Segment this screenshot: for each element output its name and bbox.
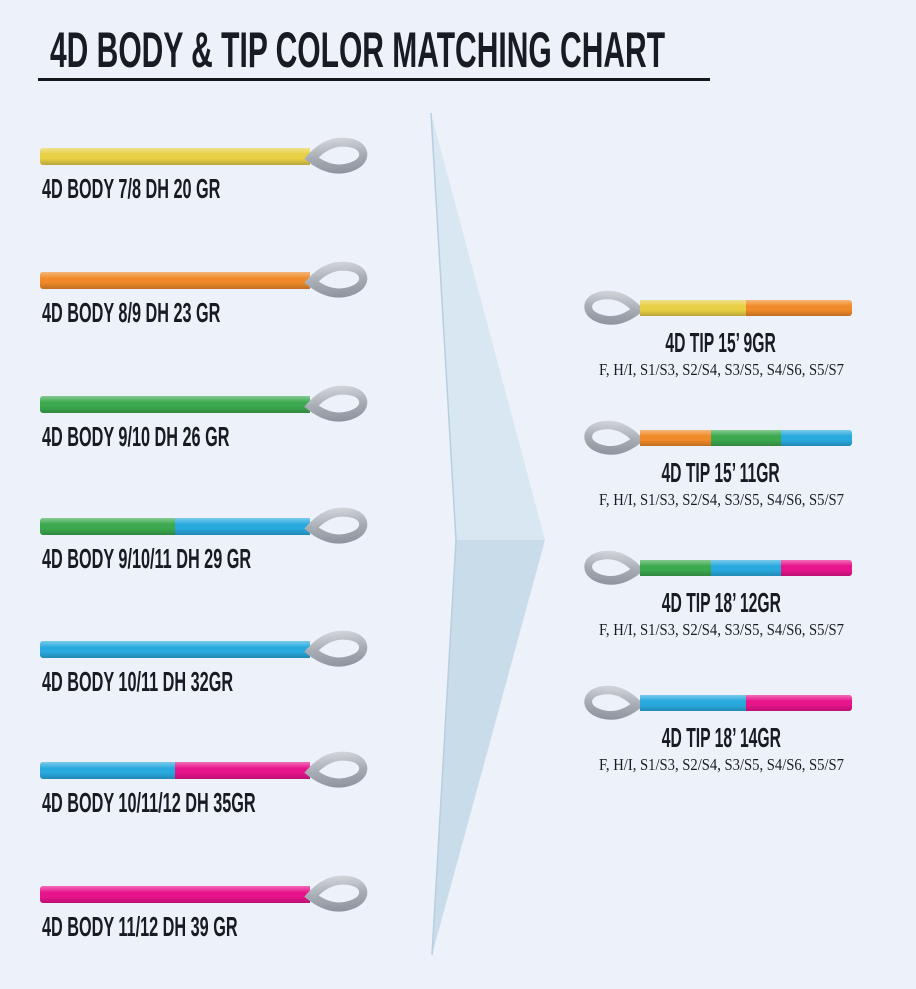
welded-loop-icon	[583, 684, 646, 723]
welded-loop-icon	[302, 135, 369, 177]
orange-line-segment	[746, 300, 852, 316]
body-line-label: 4D BODY 10/11 DH 32GR	[42, 666, 234, 697]
line-bar	[640, 300, 852, 316]
page-title-text: 4D BODY & TIP COLOR MATCHING CHART	[50, 22, 666, 78]
body-line-label: 4D BODY 7/8 DH 20 GR	[42, 173, 221, 204]
tip-density-options: F, H/I, S1/S3, S2/S4, S3/S5, S4/S6, S5/S…	[598, 620, 844, 639]
orange-line-segment	[640, 430, 711, 446]
blue-line-segment	[175, 518, 310, 535]
blue-line-segment	[40, 641, 310, 658]
body-line-label: 4D BODY 9/10/11 DH 29 GR	[42, 543, 252, 574]
tip-density-options: F, H/I, S1/S3, S2/S4, S3/S5, S4/S6, S5/S…	[598, 360, 844, 379]
pink-line-segment	[175, 762, 310, 779]
body-line-row: 4D BODY 11/12 DH 39 GR	[40, 873, 460, 946]
pink-line-segment	[40, 886, 310, 903]
tip-line-row: 4D TIP 18’ 14GR F, H/I, S1/S3, S2/S4, S3…	[583, 684, 859, 795]
tip-density-options: F, H/I, S1/S3, S2/S4, S3/S5, S4/S6, S5/S…	[598, 755, 844, 774]
welded-loop-icon	[583, 549, 646, 588]
title-underline	[38, 78, 710, 81]
yellow-line-segment	[40, 148, 310, 165]
blue-line-segment	[710, 560, 782, 576]
line-bar	[40, 148, 310, 165]
green-line-segment	[640, 560, 711, 576]
tip-line-label: 4D TIP 18’ 12GR	[661, 587, 781, 618]
line-bar	[640, 560, 852, 576]
body-line-label: 4D BODY 9/10 DH 26 GR	[42, 421, 230, 452]
line-bar	[40, 886, 310, 903]
line-bar	[640, 695, 852, 711]
tip-line-label: 4D TIP 18’ 14GR	[661, 722, 781, 753]
tip-line-row: 4D TIP 18’ 12GR F, H/I, S1/S3, S2/S4, S3…	[583, 549, 859, 660]
blue-line-segment	[781, 430, 852, 446]
yellow-line-segment	[640, 300, 746, 316]
welded-loop-icon	[302, 383, 369, 425]
tip-line-row: 4D TIP 15’ 11GR F, H/I, S1/S3, S2/S4, S3…	[583, 419, 859, 530]
welded-loop-icon	[583, 289, 646, 328]
welded-loop-icon	[302, 259, 369, 301]
orange-line-segment	[40, 272, 310, 289]
green-line-segment	[710, 430, 782, 446]
body-line-row: 4D BODY 9/10 DH 26 GR	[40, 383, 460, 456]
page-title: 4D BODY & TIP COLOR MATCHING CHART	[50, 24, 916, 76]
line-bar	[40, 762, 310, 779]
body-line-row: 4D BODY 10/11 DH 32GR	[40, 628, 460, 701]
welded-loop-icon	[302, 873, 369, 915]
tip-line-label: 4D TIP 15’ 11GR	[661, 457, 781, 488]
blue-line-segment	[640, 695, 746, 711]
blue-line-segment	[40, 762, 175, 779]
line-bar	[640, 430, 852, 446]
body-line-label: 4D BODY 11/12 DH 39 GR	[42, 911, 238, 942]
body-line-label: 4D BODY 10/11/12 DH 35GR	[42, 787, 256, 818]
line-bar	[40, 272, 310, 289]
welded-loop-icon	[583, 419, 646, 458]
body-line-row: 4D BODY 9/10/11 DH 29 GR	[40, 505, 460, 578]
welded-loop-icon	[302, 628, 369, 670]
line-bar	[40, 396, 310, 413]
tip-line-row: 4D TIP 15’ 9GR F, H/I, S1/S3, S2/S4, S3/…	[583, 289, 859, 400]
tip-density-options: F, H/I, S1/S3, S2/S4, S3/S5, S4/S6, S5/S…	[598, 490, 844, 509]
green-line-segment	[40, 396, 310, 413]
body-line-label: 4D BODY 8/9 DH 23 GR	[42, 297, 221, 328]
body-line-row: 4D BODY 8/9 DH 23 GR	[40, 259, 460, 332]
green-line-segment	[40, 518, 175, 535]
pink-line-segment	[746, 695, 852, 711]
line-bar	[40, 518, 310, 535]
body-line-row: 4D BODY 7/8 DH 20 GR	[40, 135, 460, 208]
pink-line-segment	[781, 560, 852, 576]
tip-line-label: 4D TIP 15’ 9GR	[665, 327, 777, 358]
body-line-row: 4D BODY 10/11/12 DH 35GR	[40, 749, 460, 822]
line-bar	[40, 641, 310, 658]
welded-loop-icon	[302, 505, 369, 547]
welded-loop-icon	[302, 749, 369, 791]
